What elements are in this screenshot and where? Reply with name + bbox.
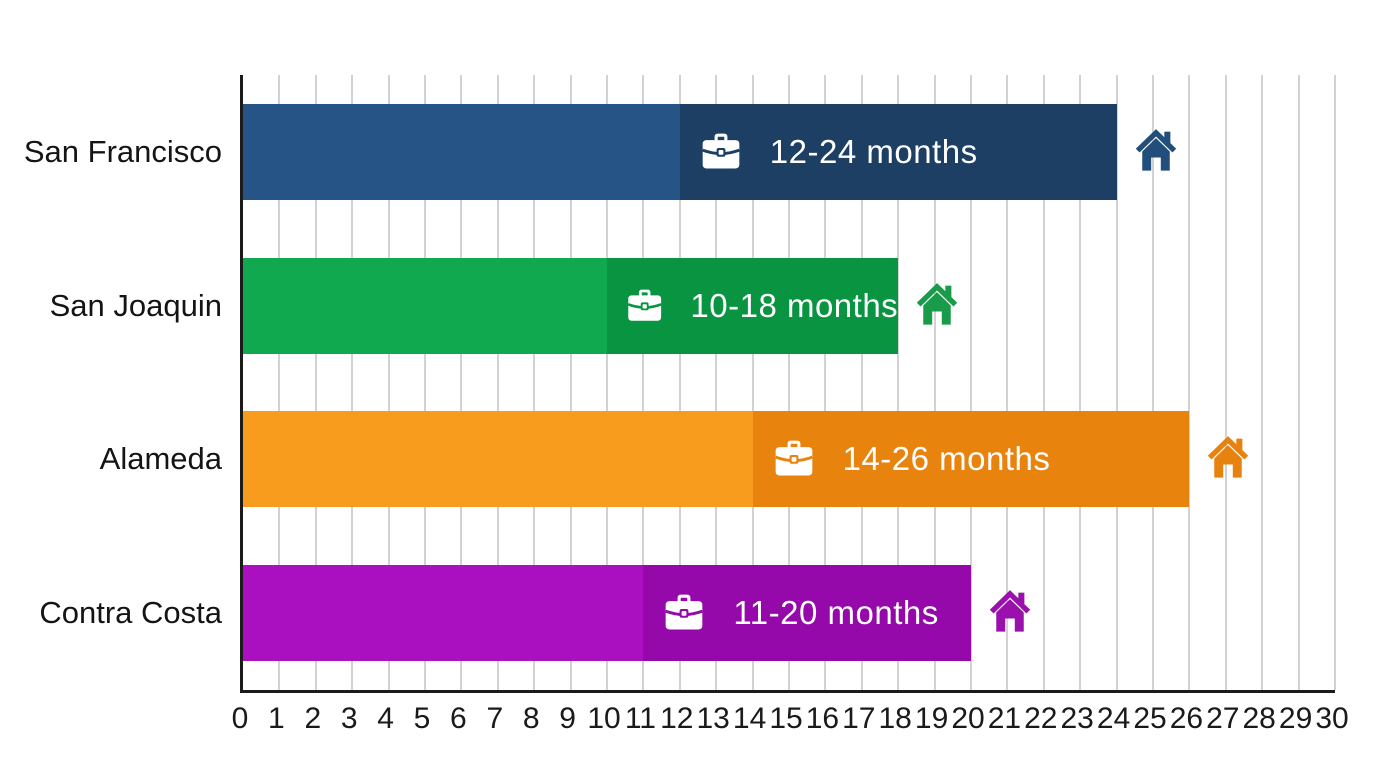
house-icon xyxy=(916,282,958,325)
gridline xyxy=(1042,75,1045,690)
gridline xyxy=(824,75,827,690)
x-tick-label: 16 xyxy=(805,702,840,735)
gridline xyxy=(351,75,354,690)
gridline xyxy=(933,75,936,690)
gridline xyxy=(387,75,390,690)
bar-row-contra-costa: 11-20 months xyxy=(243,565,1335,662)
x-tick-label: 30 xyxy=(1315,702,1349,735)
bar-row-san-joaquin: 10-18 months xyxy=(243,257,1335,354)
gridline xyxy=(1079,75,1082,690)
gridline xyxy=(314,75,317,690)
gridline xyxy=(860,75,863,690)
x-tick-label: 5 xyxy=(413,702,431,735)
x-tick-label: 29 xyxy=(1278,702,1313,735)
x-tick-label: 21 xyxy=(987,702,1022,735)
category-label: San Francisco xyxy=(23,133,222,169)
x-tick-label: 11 xyxy=(624,702,656,735)
briefcase-icon xyxy=(627,289,662,321)
bar-segment-range: 11-20 months xyxy=(643,565,971,662)
x-tick-label: 12 xyxy=(660,702,694,735)
x-tick-label: 24 xyxy=(1096,702,1131,735)
x-tick-label: 0 xyxy=(231,702,249,735)
category-label: Contra Costa xyxy=(39,595,222,631)
gridline xyxy=(569,75,572,690)
gridline xyxy=(496,75,499,690)
x-tick-label: 9 xyxy=(559,702,576,735)
house-icon-wrap xyxy=(912,278,962,330)
gridline xyxy=(788,75,790,690)
gridline xyxy=(1261,75,1264,690)
bar-segment-range: 14-26 months xyxy=(752,411,1190,508)
x-tick-label: 15 xyxy=(769,702,803,735)
category-label: Alameda xyxy=(99,441,222,477)
x-tick-label: 6 xyxy=(450,702,467,735)
gridline xyxy=(642,75,645,690)
x-tick-label: 13 xyxy=(696,702,730,735)
house-icon-wrap xyxy=(1131,124,1181,176)
bar-range-label: 14-26 months xyxy=(842,440,1051,478)
x-tick-label: 23 xyxy=(1060,702,1094,735)
gridline xyxy=(533,75,536,690)
gridline xyxy=(1152,75,1154,690)
x-tick-label: 27 xyxy=(1206,702,1240,735)
briefcase-icon xyxy=(701,133,740,169)
gridline xyxy=(1224,75,1227,690)
x-tick-label: 25 xyxy=(1133,702,1167,735)
x-tick-label: 2 xyxy=(304,702,322,735)
category-label: San Joaquin xyxy=(49,287,222,323)
x-tick-label: 7 xyxy=(486,702,504,735)
x-tick-label: 28 xyxy=(1242,702,1276,735)
x-tick-label: 1 xyxy=(268,702,285,735)
gridline xyxy=(1188,75,1191,690)
bars: 12-24 months 10-18 months 14-26 months 11-2… xyxy=(243,75,1335,690)
x-tick-label: 4 xyxy=(377,702,394,735)
bar-range-label: 12-24 months xyxy=(769,132,978,170)
bar-segment-min xyxy=(243,565,644,662)
bar-segment-range: 10-18 months xyxy=(607,257,899,354)
gridline xyxy=(1115,75,1118,690)
x-tick-label: 17 xyxy=(842,702,876,735)
bar-row-alameda: 14-26 months xyxy=(243,411,1335,508)
briefcase-icon xyxy=(774,441,813,476)
house-icon xyxy=(1135,129,1176,171)
x-tick-label: 10 xyxy=(587,702,621,735)
bar-range-label: 11-20 months xyxy=(733,594,939,632)
gridline xyxy=(278,75,281,690)
gridlines xyxy=(243,75,1336,690)
x-tick-label: 14 xyxy=(732,702,767,735)
category-labels: San Francisco San Joaquin Alameda Contra Co… xyxy=(0,75,222,690)
gridline xyxy=(1297,75,1300,690)
house-icon xyxy=(989,590,1031,632)
bar-segment-min xyxy=(243,257,607,354)
house-icon xyxy=(1208,436,1249,478)
x-tick-label: 20 xyxy=(951,702,985,735)
x-tick-label: 8 xyxy=(522,702,540,735)
gridline xyxy=(897,75,900,690)
x-axis-tick-labels: 0 1 2 3 4 5 6 7 8 9 10 11 12 13 14 15 16 17 18 19 20 21 22 23 24… xyxy=(232,702,1349,746)
x-tick-label: 22 xyxy=(1024,702,1058,735)
bar-segment-min xyxy=(243,103,680,200)
gridline xyxy=(970,75,972,690)
gridline xyxy=(1334,75,1336,690)
x-tick-label: 26 xyxy=(1169,702,1204,735)
house-icon-wrap xyxy=(1203,431,1253,483)
bar-segment-min xyxy=(243,411,753,508)
house-icon-wrap xyxy=(985,585,1035,637)
gridline xyxy=(1006,75,1009,690)
bar-row-san-francisco: 12-24 months xyxy=(243,103,1335,200)
bar-segment-range: 12-24 months xyxy=(679,103,1117,200)
briefcase-icon xyxy=(665,594,704,630)
gridline xyxy=(751,75,754,690)
x-tick-label: 3 xyxy=(340,702,358,735)
gridline xyxy=(606,75,608,690)
gridline xyxy=(424,75,426,690)
x-tick-label: 18 xyxy=(878,702,912,735)
bar-range-label: 10-18 months xyxy=(690,286,899,324)
x-tick-label: 19 xyxy=(914,702,949,735)
gridline xyxy=(460,75,463,690)
gridline xyxy=(678,75,681,690)
gridline xyxy=(715,75,718,690)
plot-area: 12-24 months 10-18 months 14-26 months 11-2… xyxy=(240,75,1336,693)
